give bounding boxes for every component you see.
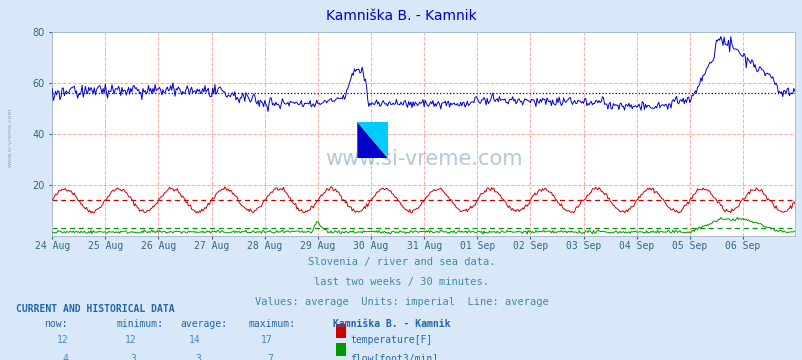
Text: average:: average: (180, 319, 228, 329)
Text: Values: average  Units: imperial  Line: average: Values: average Units: imperial Line: av… (254, 297, 548, 307)
Text: maximum:: maximum: (249, 319, 296, 329)
Text: 17: 17 (261, 335, 273, 345)
Text: flow[foot3/min]: flow[foot3/min] (350, 354, 438, 360)
Text: 7: 7 (267, 354, 273, 360)
Text: 12: 12 (124, 335, 136, 345)
Text: Kamniška B. - Kamnik: Kamniška B. - Kamnik (326, 9, 476, 23)
Text: www.si-vreme.com: www.si-vreme.com (325, 149, 521, 168)
Text: temperature[F]: temperature[F] (350, 335, 431, 345)
Text: 14: 14 (188, 335, 200, 345)
Text: 12: 12 (56, 335, 68, 345)
Text: Slovenia / river and sea data.: Slovenia / river and sea data. (307, 257, 495, 267)
Polygon shape (357, 122, 387, 158)
Text: minimum:: minimum: (116, 319, 164, 329)
Text: 4: 4 (63, 354, 68, 360)
Text: CURRENT AND HISTORICAL DATA: CURRENT AND HISTORICAL DATA (16, 304, 175, 314)
Text: 3: 3 (195, 354, 200, 360)
Text: Kamniška B. - Kamnik: Kamniška B. - Kamnik (333, 319, 450, 329)
Text: www.si-vreme.com: www.si-vreme.com (8, 107, 13, 167)
Text: 3: 3 (131, 354, 136, 360)
Text: now:: now: (44, 319, 67, 329)
Text: last two weeks / 30 minutes.: last two weeks / 30 minutes. (314, 277, 488, 287)
Polygon shape (357, 122, 387, 158)
